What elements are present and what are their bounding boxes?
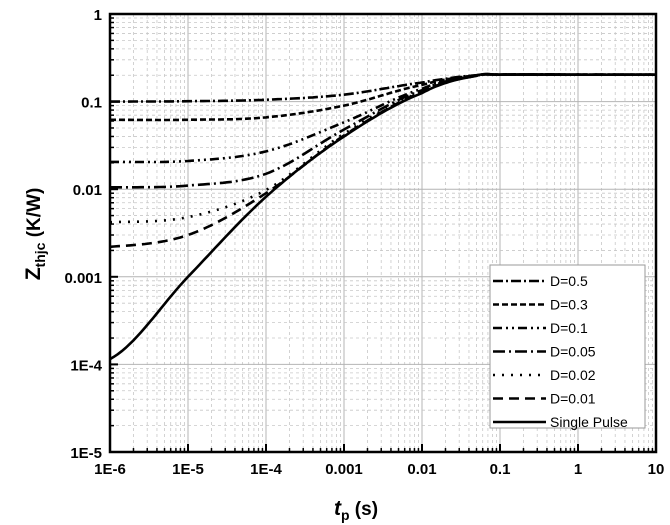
series-line-d-0-5: [110, 73, 656, 103]
x-tick-label: 0.01: [407, 461, 436, 478]
y-axis-title: Zthjc (K/W): [22, 188, 48, 281]
y-tick-label: 1E-4: [70, 357, 102, 374]
legend-label: D=0.1: [550, 320, 588, 336]
x-axis-title: tp (s): [334, 497, 378, 523]
x-tick-label: 1E-4: [250, 461, 282, 478]
legend-label: D=0.01: [550, 391, 596, 407]
axis-ticks: [109, 17, 654, 453]
y-tick-label: 0.1: [81, 95, 102, 112]
x-axis-title-sub: p: [341, 507, 350, 523]
legend-items: D=0.5 D=0.3 D=0.1 D=0.05 D=0.02 D=0.01 Single …: [493, 273, 628, 430]
y-tick-labels: 1E-5 1E-4 0.001 0.01 0.1 1: [64, 7, 102, 462]
y-tick-label: 1E-5: [70, 445, 102, 462]
series-line-single-pulse: [109, 72, 656, 361]
legend-label: D=0.5: [550, 273, 588, 289]
y-tick-label: 1: [94, 7, 102, 24]
legend-label: D=0.3: [550, 297, 588, 313]
legend-label: Single Pulse: [550, 414, 628, 430]
x-tick-label: 1E-6: [94, 461, 126, 478]
x-tick-label: 10: [648, 461, 665, 478]
x-tick-label: 1: [574, 461, 582, 478]
legend-label: D=0.05: [550, 344, 596, 360]
data-series: [109, 72, 656, 361]
y-axis-title-unit: (K/W): [24, 188, 45, 243]
y-tick-label: 0.01: [73, 182, 102, 199]
legend-box: [489, 264, 646, 429]
y-tick-label: 0.001: [64, 270, 102, 287]
x-axis-title-unit: (s): [350, 499, 379, 520]
plot-frame: [108, 12, 658, 454]
y-axis-title-sub: thjc: [32, 242, 48, 267]
grid-lines: [110, 14, 656, 452]
legend: D=0.5 D=0.3 D=0.1 D=0.05 D=0.02 D=0.01 Single …: [489, 264, 646, 430]
x-tick-label: 0.1: [490, 461, 511, 478]
x-tick-label: 0.001: [325, 461, 363, 478]
x-tick-label: 1E-5: [172, 461, 204, 478]
x-tick-labels: 1E-6 1E-5 1E-4 0.001 0.01 0.1 1 10: [94, 461, 664, 478]
x-axis-title-main: t: [334, 497, 342, 520]
legend-label: D=0.02: [550, 367, 596, 383]
y-axis-title-main: Z: [22, 267, 45, 280]
